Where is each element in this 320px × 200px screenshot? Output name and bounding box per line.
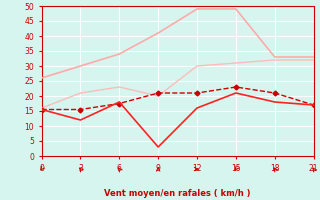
X-axis label: Vent moyen/en rafales ( km/h ): Vent moyen/en rafales ( km/h ) xyxy=(104,189,251,198)
